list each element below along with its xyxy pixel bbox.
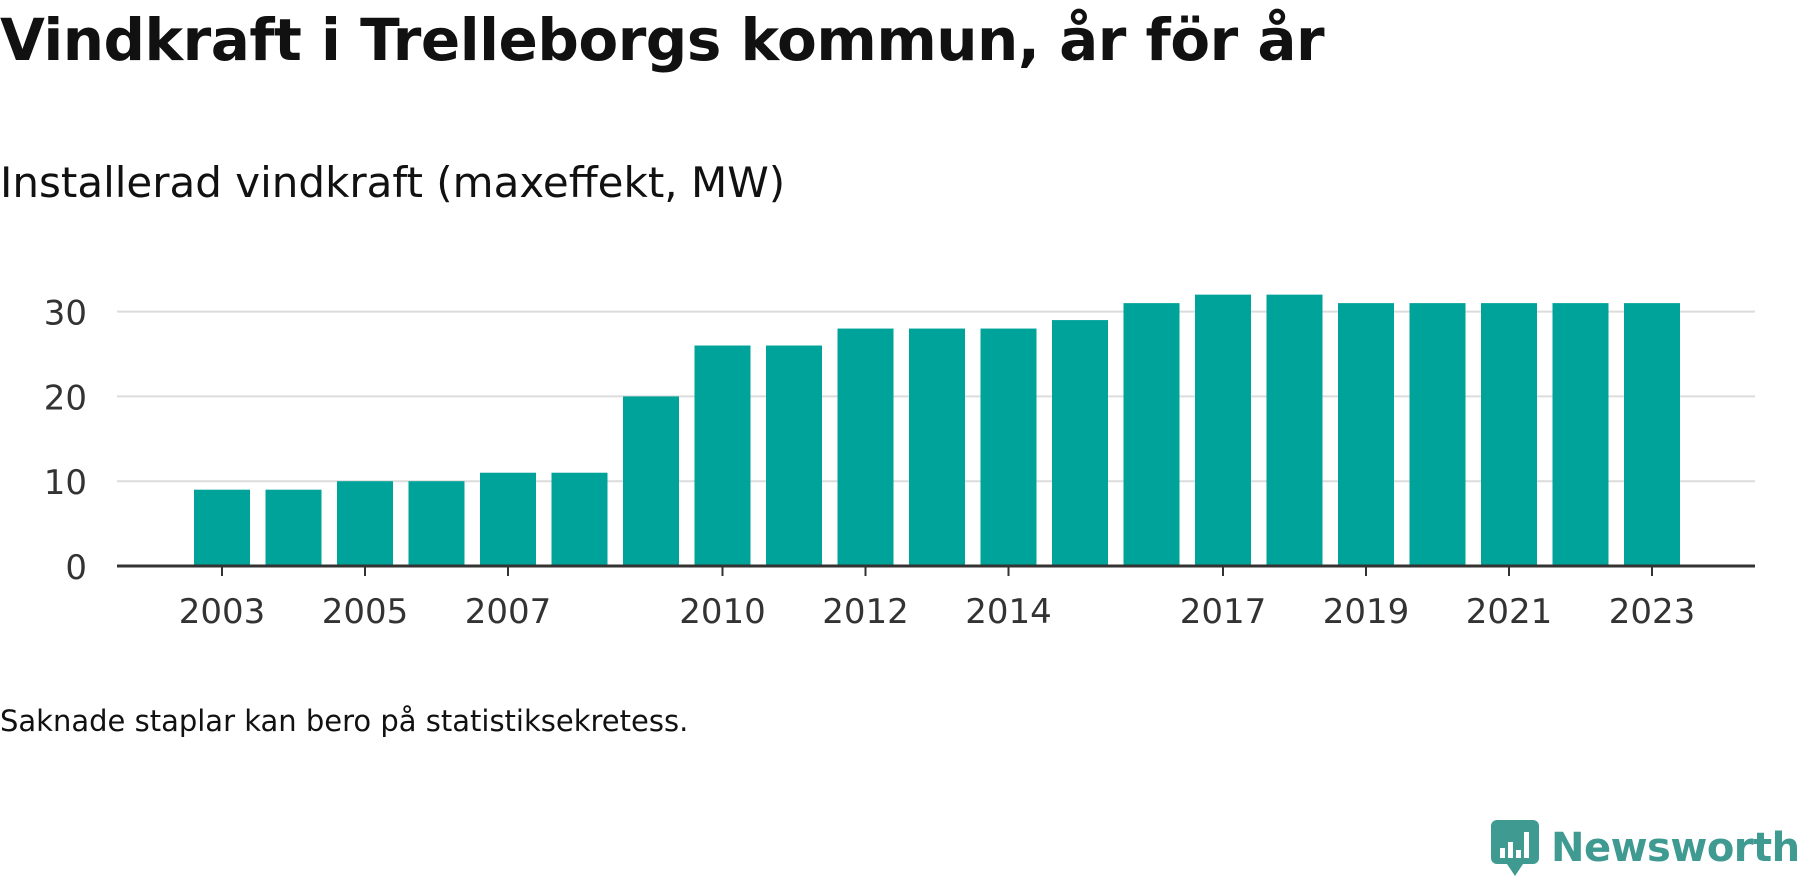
brand-name: Newsworthy <box>1551 825 1800 871</box>
y-tick-label: 30 <box>44 294 87 334</box>
x-tick-label: 2019 <box>1323 592 1410 630</box>
bar <box>766 345 822 566</box>
bar <box>337 481 393 566</box>
footnote: Saknade staplar kan bero på statistiksek… <box>0 704 689 738</box>
bar <box>1409 303 1466 566</box>
bar <box>909 328 965 566</box>
chart-subtitle: Installerad vindkraft (maxeffekt, MW) <box>0 158 786 207</box>
chart-title: Vindkraft i Trelleborgs kommun, år för å… <box>0 6 1325 74</box>
x-tick-label: 2023 <box>1609 592 1696 630</box>
x-tick-label: 2021 <box>1466 592 1553 630</box>
y-tick-label: 0 <box>65 548 87 588</box>
x-tick-label: 2003 <box>179 592 266 630</box>
bar <box>480 472 536 566</box>
x-tick-label: 2012 <box>822 592 909 630</box>
x-tick-label: 2017 <box>1180 592 1267 630</box>
y-tick-label: 20 <box>44 378 87 418</box>
bar <box>980 328 1037 566</box>
bar <box>623 396 679 566</box>
x-tick-label: 2007 <box>465 592 552 630</box>
x-tick-label: 2010 <box>679 592 766 630</box>
bar <box>265 489 322 566</box>
bar <box>837 328 894 566</box>
x-tick-label: 2005 <box>322 592 409 630</box>
bar <box>1624 303 1680 566</box>
bar <box>1052 320 1108 566</box>
bar-chart: 0 10 20 30 2003 2005 2007 2010 2012 2014 2017 2019 2… <box>44 294 1755 630</box>
bar <box>1552 303 1609 566</box>
x-tick-label: 2014 <box>965 592 1052 630</box>
y-tick-label: 10 <box>44 463 87 503</box>
bar <box>694 345 751 566</box>
bar-chart-speech-bubble-icon <box>1491 820 1539 876</box>
bar <box>1195 294 1251 566</box>
bar <box>1338 303 1394 566</box>
bar <box>1123 303 1180 566</box>
bar <box>1266 294 1323 566</box>
bar <box>551 472 608 566</box>
bar <box>194 489 250 566</box>
brand-logo: Newsworthy <box>1489 818 1800 878</box>
bar <box>408 481 465 566</box>
bar <box>1481 303 1537 566</box>
